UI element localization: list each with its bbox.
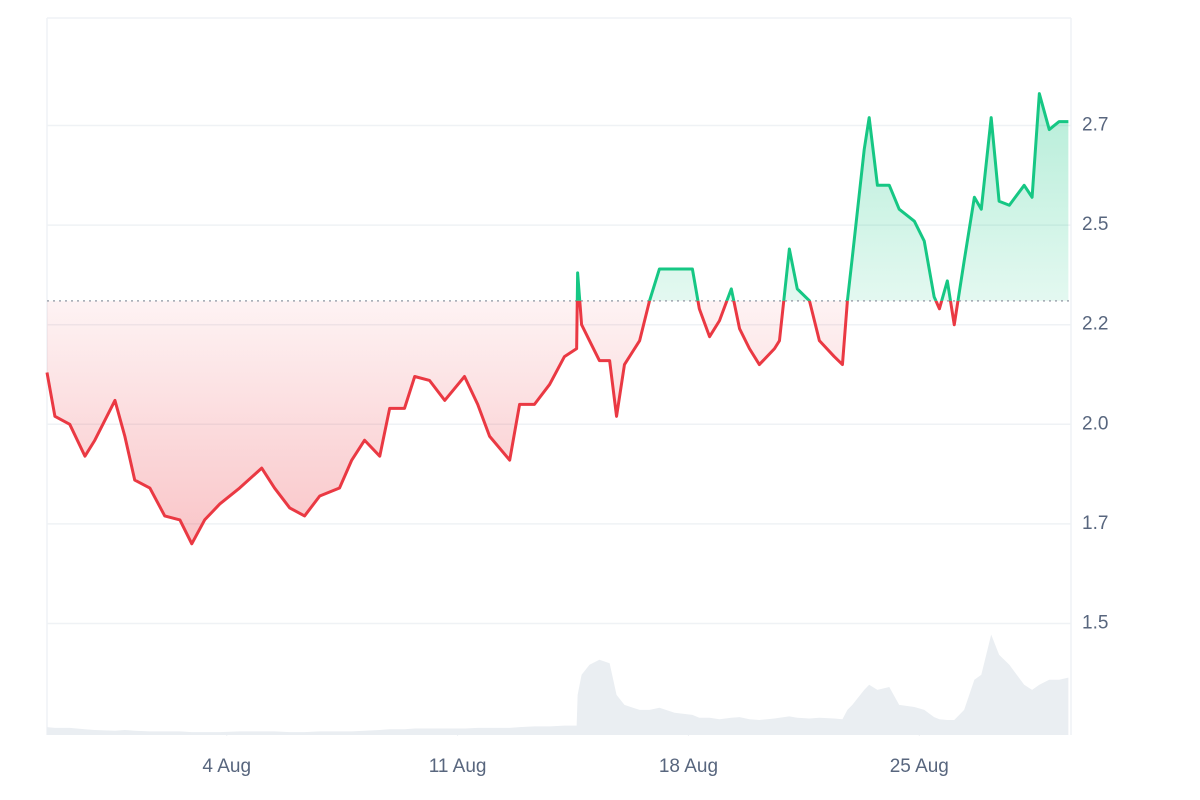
y-tick-label: 2.5 [1082, 214, 1108, 235]
x-tick-label: 18 Aug [659, 756, 718, 777]
y-tick-label: 1.5 [1082, 612, 1108, 633]
x-tick-label: 4 Aug [202, 756, 251, 777]
y-tick-label: 1.7 [1082, 513, 1108, 534]
y-tick-label: 2.2 [1082, 314, 1108, 335]
area-down [47, 300, 1069, 544]
price-line-down [45, 300, 960, 546]
area-up [577, 93, 1069, 301]
price-line-up [575, 92, 1069, 301]
y-tick-label: 2.0 [1082, 413, 1108, 434]
y-tick-label: 2.7 [1082, 115, 1108, 136]
x-tick-label: 11 Aug [429, 756, 487, 777]
volume-area [47, 634, 1069, 735]
x-tick-label: 25 Aug [890, 756, 949, 777]
